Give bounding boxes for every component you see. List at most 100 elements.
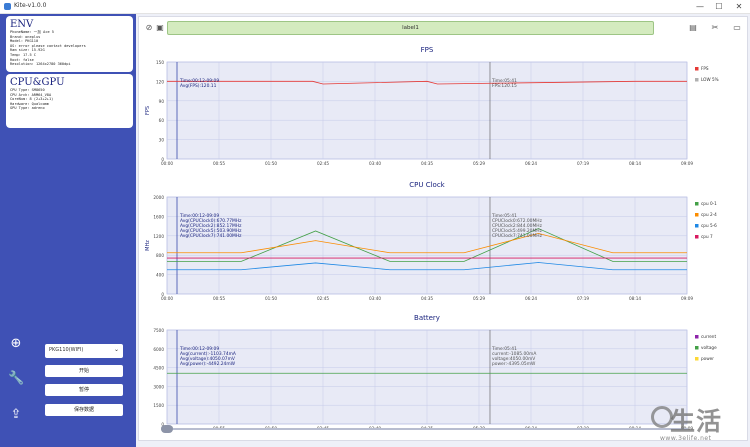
x-tick-label: 08:14 <box>629 161 641 166</box>
legend-swatch <box>695 335 699 339</box>
y-tick-label: 800 <box>156 253 164 258</box>
env-info-line: Resolution: 1264x2780 360dpi <box>10 62 71 67</box>
legend-swatch <box>695 346 699 350</box>
watermark-logo-icon <box>651 406 673 428</box>
y-tick-label: 0 <box>161 292 164 297</box>
y-tick-label: 1500 <box>153 403 164 408</box>
timeline-slider-handle[interactable] <box>161 425 173 433</box>
cpugpu-info-line: CPU Arch: ARM64_V8A <box>10 92 52 97</box>
cpugpu-info-line: CPU Type: SM8650 <box>10 88 45 92</box>
env-info-line: Root: false <box>10 57 34 62</box>
sidebar: ENV PhoneName: 一加 Ace 5 Brand: oneplus Mod… <box>0 14 136 447</box>
chart-title: CPU Clock <box>409 181 445 189</box>
y-tick-label: 0 <box>161 157 164 162</box>
legend-label: cpu 2-4 <box>701 212 717 217</box>
cursor-info-right: CPUClock2:844.00MHz <box>492 223 543 229</box>
x-tick-label: 00:55 <box>213 161 225 166</box>
scissors-icon[interactable]: ✂ <box>711 23 719 32</box>
legend-label: current <box>701 334 716 339</box>
x-tick-label: 04:35 <box>421 296 433 301</box>
y-tick-label: 7500 <box>153 328 164 333</box>
cursor-info-right: voltage:4050.00mV <box>492 356 535 362</box>
y-tick-label: 120 <box>156 79 164 84</box>
x-tick-label: 06:24 <box>525 296 537 301</box>
watermark-url: www.3elife.net <box>660 435 712 442</box>
y-tick-label: 4500 <box>153 366 164 371</box>
cursor-info-right: Time:05:41 <box>491 213 517 219</box>
env-info-line: PhoneName: 一加 Ace 5 <box>10 30 54 34</box>
y-tick-label: 30 <box>159 138 165 143</box>
pause-button[interactable]: 暂停 <box>45 384 123 396</box>
cursor-info-left: Avg(CPUClock7):741.00MHz <box>180 233 242 239</box>
legend-swatch <box>695 213 699 217</box>
y-tick-label: 6000 <box>153 347 164 352</box>
timeline-slider[interactable] <box>143 421 743 437</box>
chart-2: Battery75006000450030001500000:0000:5501… <box>153 314 717 431</box>
y-tick-label: 150 <box>156 60 164 65</box>
legend-swatch <box>695 202 699 206</box>
close-button[interactable]: ✕ <box>735 2 743 11</box>
legend-swatch <box>695 235 699 239</box>
series-line-cpu-5-6 <box>167 262 687 271</box>
title-bar: Kite-v1.0.0 — ☐ ✕ <box>0 0 750 14</box>
minimize-button[interactable]: — <box>696 2 704 11</box>
y-tick-label: 400 <box>156 273 164 278</box>
upload-icon[interactable]: ⇪ <box>10 407 22 422</box>
cursor-info-left: Avg(CPUClock0):670.77MHz <box>180 218 242 224</box>
cpugpu-info-line: Hardware: Qualcomm <box>10 101 49 106</box>
save-data-button[interactable]: 保存数据 <box>45 404 123 416</box>
folder-icon[interactable]: ▭ <box>733 23 741 32</box>
y-tick-label: 1200 <box>153 234 164 239</box>
legend-label: cpu 0-1 <box>701 201 717 206</box>
cursor-info-left: Avg(current):-1103.74mA <box>180 351 236 357</box>
add-icon[interactable]: ⊕ <box>10 336 22 351</box>
x-tick-label: 00:00 <box>161 161 173 166</box>
maximize-button[interactable]: ☐ <box>715 2 723 11</box>
start-button[interactable]: 开始 <box>45 365 123 377</box>
cursor-info-right: CPUClock7:741.00MHz <box>492 233 543 239</box>
device-select-value: PKG110(WIFI) <box>49 347 84 353</box>
x-tick-label: 05:29 <box>473 296 485 301</box>
x-tick-label: 08:14 <box>629 296 641 301</box>
image-icon[interactable]: ▣ <box>156 23 164 32</box>
x-tick-label: 00:00 <box>161 296 173 301</box>
x-tick-label: 02:45 <box>317 296 329 301</box>
compass-icon[interactable]: ⊘ <box>145 23 153 32</box>
cpugpu-info-line: CoreNum: 8 (2+3+2+1) <box>10 97 54 102</box>
legend-label: cpu 7 <box>701 234 713 239</box>
wrench-icon[interactable]: 🔧 <box>8 371 25 386</box>
cursor-info-left: Avg(voltage):4050.07mV <box>180 356 235 362</box>
x-tick-label: 07:19 <box>577 161 589 166</box>
x-tick-label: 02:45 <box>317 161 329 166</box>
y-axis-label: MHz <box>145 240 151 251</box>
env-info-line: OS: error please contact developers <box>10 43 86 48</box>
env-title: ENV <box>10 19 34 30</box>
y-tick-label: 1600 <box>153 214 164 219</box>
label1: label1 <box>167 21 654 35</box>
legend-swatch <box>695 67 699 71</box>
book-icon[interactable]: ▤ <box>689 23 697 32</box>
x-tick-label: 06:24 <box>525 161 537 166</box>
app-title: Kite-v1.0.0 <box>14 2 47 9</box>
cursor-info-left: Time:00:12-09:09 <box>179 213 219 219</box>
y-tick-label: 2000 <box>153 195 164 200</box>
chart-0: FPS 150 120 90 60 30 000:00 00:55 01:50 02:45 03:4… <box>145 46 719 166</box>
cursor-info-right: CPUClock0:672.00MHz <box>492 218 543 224</box>
watermark: 生活 www.3elife.net <box>650 400 750 447</box>
y-axis-label: FPS <box>145 106 151 115</box>
x-tick-label: 07:19 <box>577 296 589 301</box>
y-tick-label: 3000 <box>153 384 164 389</box>
x-tick-label: 09:09 <box>681 161 693 166</box>
cpugpu-title: CPU&GPU <box>10 77 65 88</box>
cursor-info-right: Time:05:41 <box>491 346 517 352</box>
cursor-info-left: Avg(CPUClock2):852.17MHz <box>180 223 242 229</box>
device-select[interactable]: PKG110(WIFI) ⌄ <box>45 344 123 358</box>
legend-swatch <box>695 224 699 228</box>
x-tick-label: 03:40 <box>369 161 381 166</box>
x-tick-label: 01:50 <box>265 296 277 301</box>
series-line-cpu-0-1 <box>167 228 687 262</box>
cpugpu-info-line: GPU Type: adreno <box>10 106 45 111</box>
cursor-info-right: power:-4395.05mW <box>492 361 536 367</box>
cursor-info-left: Avg(CPUClock5):503.90MHz <box>180 228 242 234</box>
